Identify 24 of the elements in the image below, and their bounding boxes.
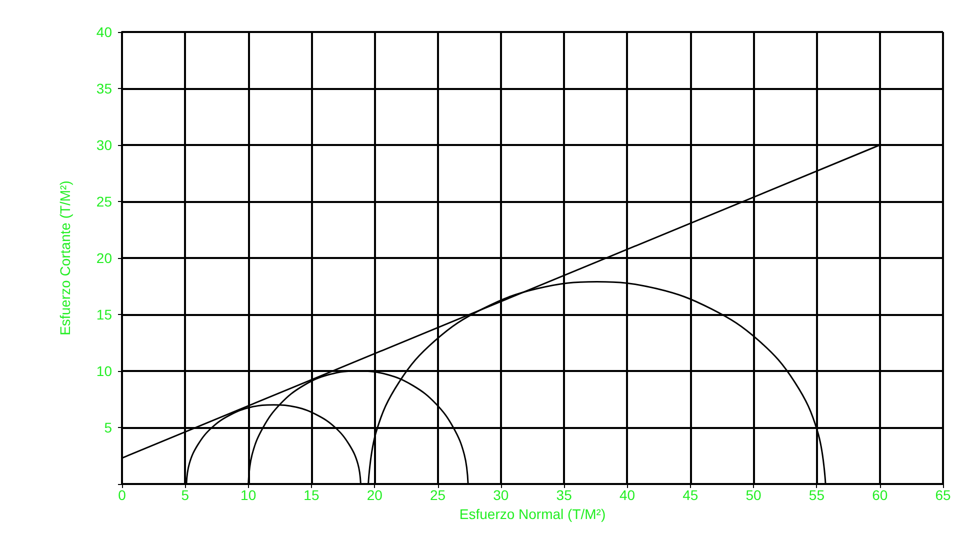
x-tick-label: 20 [366, 487, 383, 503]
y-tick-label: 15 [96, 306, 112, 322]
y-axis-title: Esfuerzo Cortante (T/M²) [57, 180, 73, 336]
y-tick-label: 30 [96, 137, 112, 153]
x-tick-label: 35 [556, 487, 572, 503]
x-axis-title: Esfuerzo Normal (T/M²) [459, 506, 606, 522]
y-tick-label: 35 [96, 80, 112, 96]
y-tick-label: 40 [96, 24, 112, 40]
x-tick-label: 25 [430, 487, 446, 503]
x-tick-label: 40 [619, 487, 636, 503]
x-tick-label: 45 [682, 487, 698, 503]
x-tick-label: 5 [181, 487, 190, 503]
y-tick-label: 5 [104, 420, 112, 436]
y-tick-label: 20 [96, 250, 112, 266]
x-tick-label: 55 [808, 487, 825, 503]
x-tick-label: 50 [746, 487, 762, 503]
x-tick-label: 60 [872, 487, 888, 503]
x-tick-label: 15 [304, 487, 320, 503]
x-tick-label: 10 [240, 487, 256, 503]
y-tick-label: 10 [96, 363, 112, 379]
y-tick-label: 25 [96, 194, 112, 210]
x-tick-label: 0 [118, 487, 126, 503]
x-tick-label: 65 [935, 487, 951, 503]
x-tick-label: 30 [493, 487, 509, 503]
